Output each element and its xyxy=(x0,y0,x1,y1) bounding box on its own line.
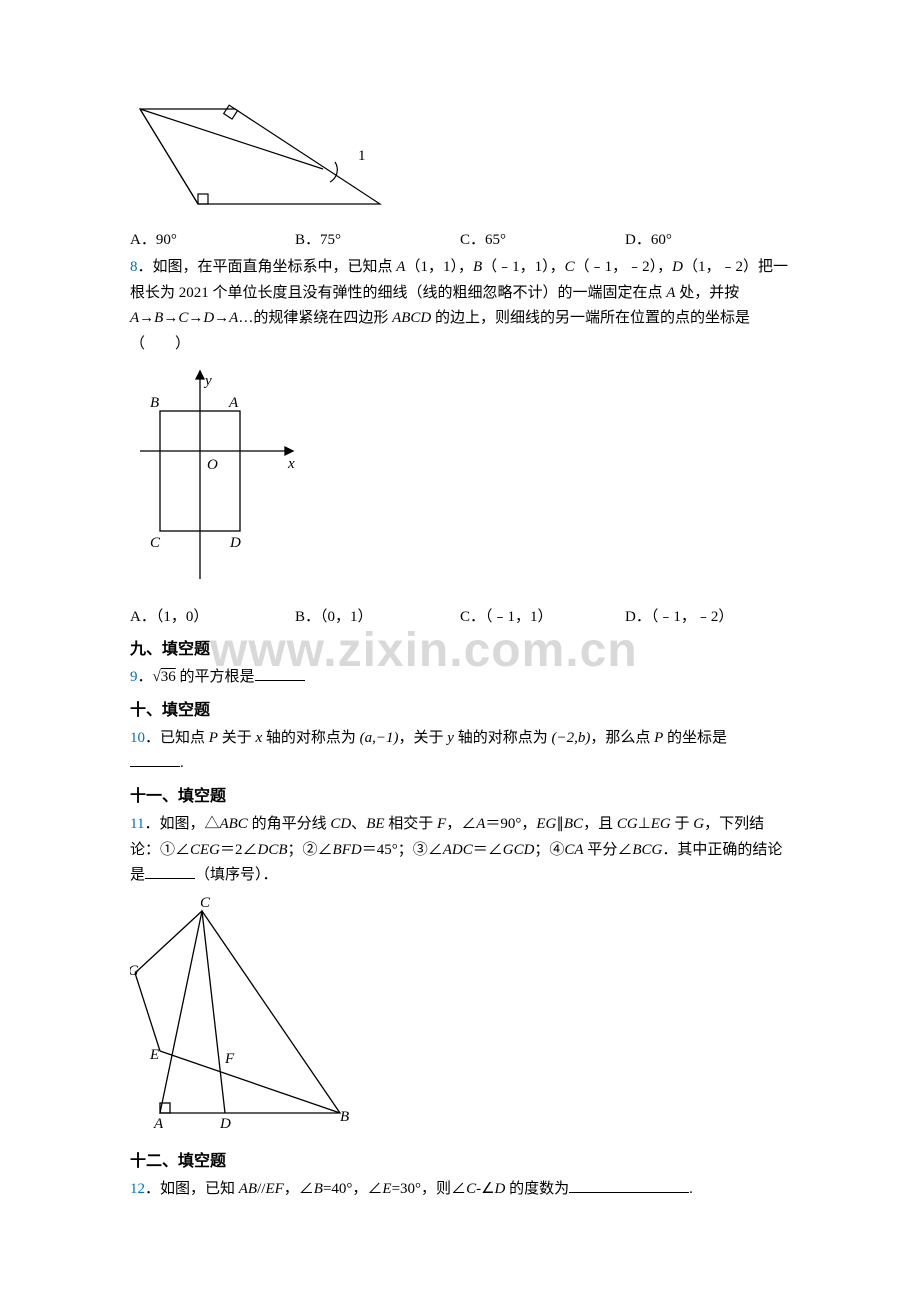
svg-text:A: A xyxy=(153,1116,164,1132)
svg-text:D: D xyxy=(219,1116,231,1132)
option-b: B．（0，1） xyxy=(295,605,460,631)
svg-text:B: B xyxy=(340,1109,349,1125)
q7-figure: 1 xyxy=(130,94,790,224)
section11-title: 十一、填空题 xyxy=(130,783,790,810)
q11-number: 11 xyxy=(130,816,144,832)
q9-blank xyxy=(255,665,305,681)
option-b: B．75° xyxy=(295,228,460,254)
svg-text:A: A xyxy=(228,395,239,411)
q11-figure: C G E F A D B xyxy=(130,893,790,1143)
q8-text: 8．如图，在平面直角坐标系中，已知点 A（1，1），B（﹣1，1），C（﹣1，﹣… xyxy=(130,255,790,357)
q9-text: 9．√36 的平方根是 xyxy=(130,665,790,691)
q8-number: 8 xyxy=(130,259,138,275)
svg-text:E: E xyxy=(149,1047,159,1063)
q11-blank xyxy=(145,863,195,879)
svg-text:B: B xyxy=(150,395,159,411)
q9-number: 9 xyxy=(130,669,138,685)
q7-options: A．90° B．75° C．65° D．60° xyxy=(130,228,790,254)
svg-text:C: C xyxy=(150,535,161,551)
q8-figure: y x O A B C D xyxy=(130,361,790,601)
option-c: C．65° xyxy=(460,228,625,254)
option-d: D．（﹣1，﹣2） xyxy=(625,605,790,631)
option-a: A．（1，0） xyxy=(130,605,295,631)
option-a: A．90° xyxy=(130,228,295,254)
q10-text: 10．已知点 P 关于 x 轴的对称点为 (a,−1)，关于 y 轴的对称点为 … xyxy=(130,726,790,777)
q10-blank xyxy=(130,751,180,767)
q12-text: 12．如图，已知 AB//EF，∠B=40°，∠E=30°，则∠C-∠D 的度数… xyxy=(130,1177,790,1203)
option-c: C．（﹣1，1） xyxy=(460,605,625,631)
svg-text:G: G xyxy=(130,963,139,979)
section12-title: 十二、填空题 xyxy=(130,1148,790,1175)
angle-label-1: 1 xyxy=(358,148,366,164)
svg-text:x: x xyxy=(287,456,295,472)
q12-number: 12 xyxy=(130,1181,145,1197)
svg-text:O: O xyxy=(207,457,218,473)
q10-number: 10 xyxy=(130,730,145,746)
section9-title: 九、填空题 xyxy=(130,636,790,663)
q12-blank xyxy=(569,1177,689,1193)
svg-text:F: F xyxy=(224,1051,235,1067)
svg-text:C: C xyxy=(200,895,211,911)
section10-title: 十、填空题 xyxy=(130,697,790,724)
svg-text:y: y xyxy=(203,373,212,389)
svg-text:D: D xyxy=(229,535,241,551)
q11-text: 11．如图，△ABC 的角平分线 CD、BE 相交于 F，∠A＝90°，EG∥B… xyxy=(130,812,790,889)
q8-options: A．（1，0） B．（0，1） C．（﹣1，1） D．（﹣1，﹣2） xyxy=(130,605,790,631)
sqrt-icon: √36 xyxy=(153,669,176,685)
option-d: D．60° xyxy=(625,228,790,254)
